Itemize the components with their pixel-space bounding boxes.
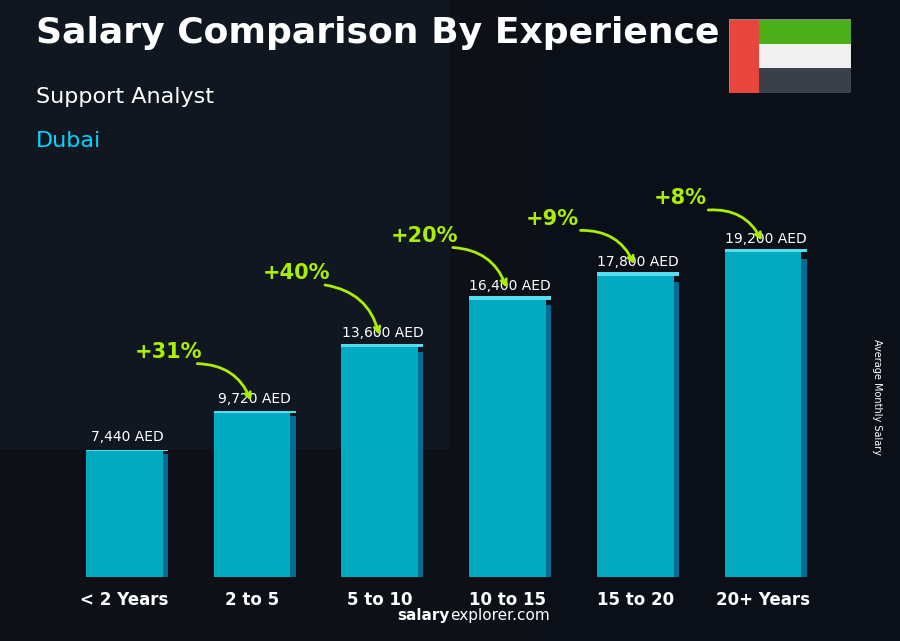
Text: 17,800 AED: 17,800 AED (597, 255, 679, 269)
Bar (469, 300, 545, 577)
Text: +9%: +9% (526, 209, 579, 229)
Bar (729, 19, 760, 93)
Bar (673, 282, 679, 577)
Bar (213, 411, 296, 413)
Bar (801, 259, 806, 577)
Bar (760, 44, 850, 69)
Bar (540, 0, 900, 641)
Text: 16,400 AED: 16,400 AED (469, 279, 551, 293)
Bar (341, 347, 419, 577)
Text: 9,720 AED: 9,720 AED (218, 392, 291, 406)
Bar (545, 305, 551, 577)
Bar (213, 413, 291, 577)
Text: Salary Comparison By Experience: Salary Comparison By Experience (36, 16, 719, 50)
Text: Average Monthly Salary: Average Monthly Salary (872, 340, 883, 455)
Bar (724, 249, 806, 253)
Bar (760, 19, 850, 44)
Text: +20%: +20% (391, 226, 458, 246)
Bar (597, 276, 673, 577)
Bar (760, 69, 850, 93)
Bar (86, 451, 163, 577)
Text: salary: salary (398, 608, 450, 623)
Text: Support Analyst: Support Analyst (36, 87, 214, 106)
Bar (724, 253, 801, 577)
Bar (86, 450, 168, 451)
Text: 19,200 AED: 19,200 AED (724, 232, 806, 246)
Text: 13,600 AED: 13,600 AED (341, 326, 423, 340)
Bar (0, 0, 450, 449)
Bar (163, 454, 168, 577)
Text: +31%: +31% (135, 342, 202, 362)
Text: +8%: +8% (653, 188, 706, 208)
Bar (291, 416, 296, 577)
Text: 7,440 AED: 7,440 AED (91, 431, 163, 444)
Bar (469, 296, 551, 300)
Text: +40%: +40% (263, 263, 330, 283)
Bar (341, 344, 423, 347)
Text: Dubai: Dubai (36, 131, 101, 151)
Text: explorer.com: explorer.com (450, 608, 550, 623)
Bar (418, 352, 423, 577)
Bar (597, 272, 679, 276)
